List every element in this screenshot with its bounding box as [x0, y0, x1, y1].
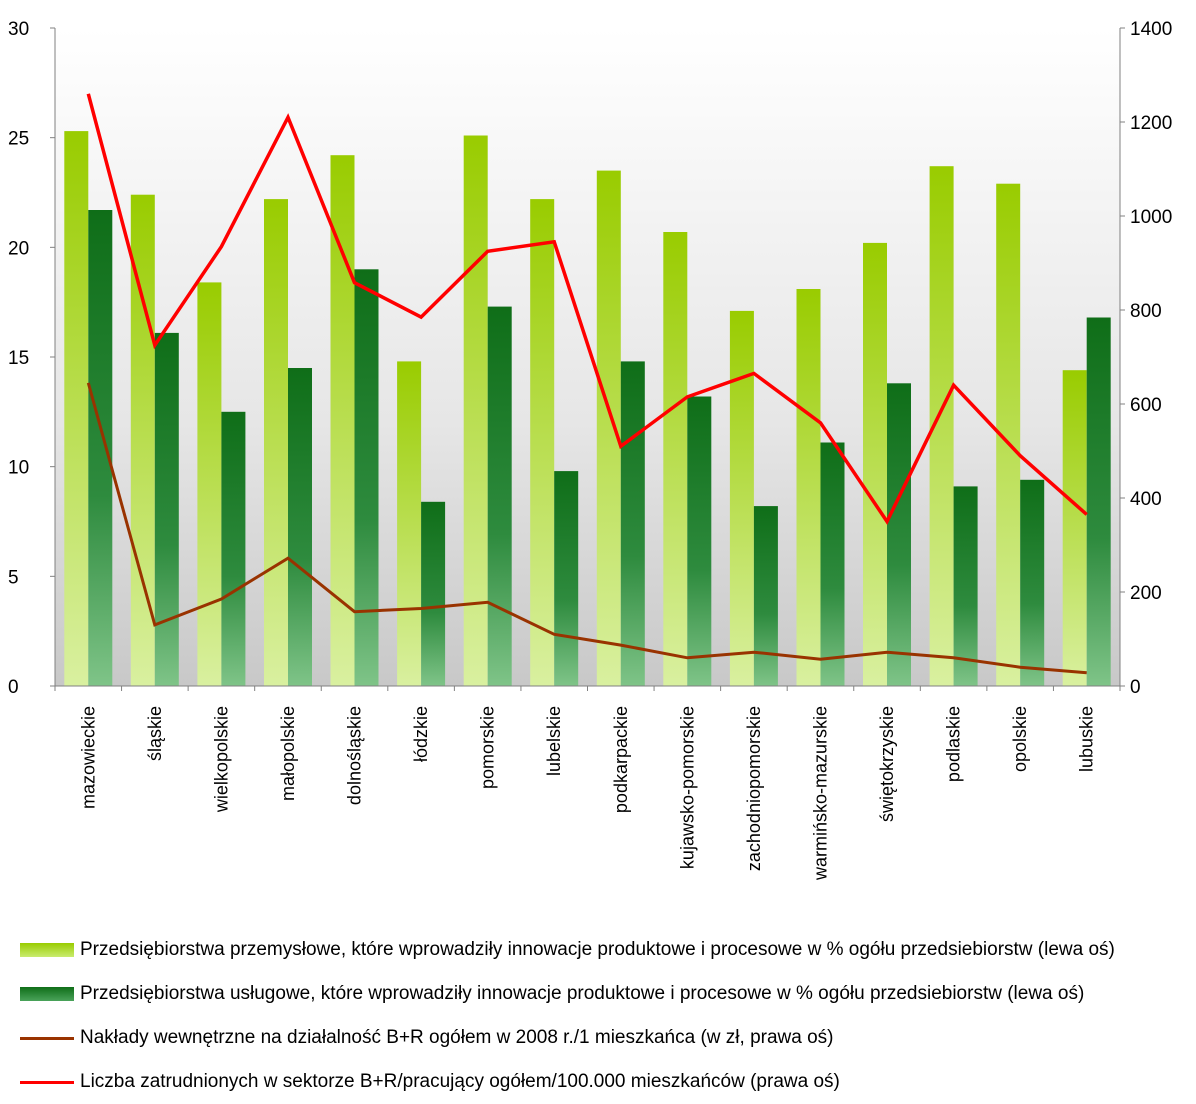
bar-industrial-15	[1062, 370, 1087, 686]
bar-services-0	[88, 210, 113, 686]
bar-industrial-6	[463, 135, 488, 686]
bar-services-9	[687, 396, 712, 686]
chart: 0 5 10 15 20 25 30 0 200 400 600 800 1000 1200 1400 maz…	[8, 19, 1172, 881]
bar-services-7	[554, 471, 579, 686]
bar-industrial-3	[264, 199, 288, 686]
legend-swatch-services	[20, 987, 74, 1001]
bar-industrial-10	[729, 310, 754, 686]
right-tick-label: 800	[1130, 301, 1162, 322]
legend-label-industrial: Przedsiębiorstwa przemysłowe, które wpro…	[80, 939, 1115, 960]
bar-services-4	[354, 269, 379, 686]
category-label-8: podkarpackie	[611, 706, 631, 813]
category-label-3: małopolskie	[278, 706, 298, 801]
legend-swatch-industrial	[20, 943, 74, 957]
legend-label-services: Przedsiębiorstwa usługowe, które wprowad…	[80, 983, 1085, 1004]
bar-services-5	[421, 501, 446, 686]
bar-services-2	[221, 411, 246, 686]
category-label-5: łódzkie	[411, 706, 431, 762]
bar-industrial-2	[197, 282, 222, 686]
right-tick-label: 1000	[1130, 207, 1172, 228]
bar-services-12	[887, 383, 911, 686]
category-label-4: dolnośląskie	[345, 706, 365, 805]
left-tick-label: 10	[8, 458, 29, 479]
category-label-11: warmińsko-mazurskie	[811, 706, 831, 881]
bar-services-1	[154, 332, 179, 686]
category-label-14: opolskie	[1010, 706, 1030, 772]
bar-industrial-11	[796, 289, 821, 686]
line-employment	[86, 93, 1088, 525]
bar-industrial-8	[596, 170, 621, 687]
legend-item-employment: Liczba zatrudnionych w sektorze B+R/prac…	[20, 1060, 1190, 1104]
bar-industrial-9	[663, 232, 688, 686]
bar-services-3	[288, 368, 312, 686]
bar-industrial-7	[530, 199, 555, 686]
legend-item-services: Przedsiębiorstwa usługowe, które wprowad…	[20, 972, 1190, 1016]
legend-swatch-employment	[20, 1080, 74, 1084]
bar-industrial-0	[64, 131, 89, 687]
bar-services-10	[753, 506, 778, 686]
category-label-6: pomorskie	[478, 706, 498, 789]
bar-services-6	[487, 306, 512, 686]
category-label-7: lubelskie	[544, 706, 564, 776]
right-tick-label: 600	[1130, 395, 1162, 416]
category-label-10: zachodniopomorskie	[744, 706, 764, 871]
bar-services-15	[1086, 317, 1111, 686]
bar-services-14	[1020, 479, 1045, 686]
category-label-15: lubuskie	[1077, 706, 1097, 772]
left-tick-label: 0	[8, 677, 19, 698]
left-tick-label: 15	[8, 348, 29, 369]
right-tick-label: 400	[1130, 489, 1162, 510]
legend: Przedsiębiorstwa przemysłowe, które wpro…	[20, 928, 1190, 1104]
category-label-13: podlaskie	[944, 706, 964, 782]
legend-label-employment: Liczba zatrudnionych w sektorze B+R/prac…	[80, 1071, 840, 1092]
category-label-1: śląskie	[145, 706, 165, 761]
left-tick-label: 30	[8, 19, 29, 40]
category-label-2: wielkopolskie	[211, 706, 231, 813]
legend-label-expenditure: Nakłady wewnętrzne na działalność B+R og…	[80, 1027, 834, 1048]
line-expenditure	[86, 382, 1087, 675]
bar-industrial-12	[863, 242, 887, 686]
category-label-9: kujawsko-pomorskie	[677, 706, 697, 869]
category-label-0: mazowieckie	[78, 706, 98, 809]
legend-item-expenditure: Nakłady wewnętrzne na działalność B+R og…	[20, 1016, 1190, 1060]
right-tick-label: 1400	[1130, 19, 1172, 40]
legend-swatch-expenditure	[20, 1036, 74, 1040]
left-tick-label: 20	[8, 238, 29, 259]
category-label-12: świętokrzyskie	[877, 706, 897, 822]
bar-services-11	[820, 442, 845, 686]
left-tick-label: 5	[8, 567, 19, 588]
bar-services-8	[620, 361, 645, 686]
bar-industrial-5	[397, 361, 422, 686]
right-tick-label: 200	[1130, 583, 1162, 604]
bar-industrial-1	[130, 194, 155, 686]
right-tick-label: 1200	[1130, 113, 1172, 134]
left-tick-label: 25	[8, 129, 29, 150]
bar-services-13	[953, 486, 978, 686]
legend-item-industrial: Przedsiębiorstwa przemysłowe, które wpro…	[20, 928, 1190, 972]
right-tick-label: 0	[1130, 677, 1141, 698]
